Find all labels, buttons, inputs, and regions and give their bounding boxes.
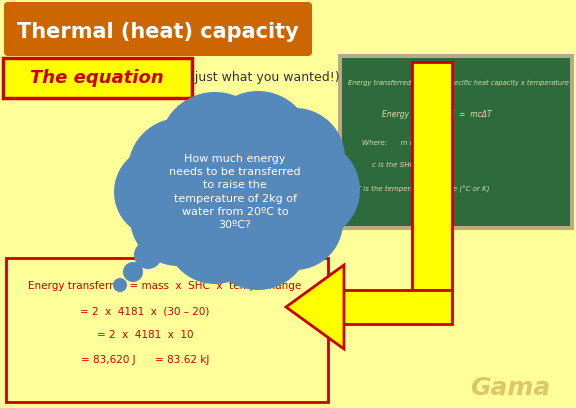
Circle shape [114, 146, 206, 238]
Text: How much energy
needs to be transferred
to raise the
temperature of 2kg of
water: How much energy needs to be transferred … [169, 154, 301, 230]
Circle shape [128, 118, 232, 222]
Text: Energy transferred = mass x specific heat capacity x temperature: Energy transferred = mass x specific hea… [348, 80, 569, 86]
Circle shape [204, 91, 312, 199]
FancyBboxPatch shape [3, 58, 192, 98]
Text: Energy transferred  =  mcΔT: Energy transferred = mcΔT [382, 110, 492, 119]
FancyBboxPatch shape [6, 258, 328, 402]
Circle shape [159, 92, 271, 204]
Text: The equation: The equation [30, 69, 164, 87]
FancyBboxPatch shape [342, 58, 570, 226]
Text: c is the SHC (J/(kg°C)): c is the SHC (J/(kg°C)) [372, 162, 449, 169]
FancyBboxPatch shape [338, 54, 574, 230]
Polygon shape [286, 265, 344, 349]
Bar [330, 290, 452, 324]
Text: Where:      m is in kg,: Where: m is in kg, [362, 140, 437, 146]
Text: Gama: Gama [470, 376, 550, 400]
Circle shape [113, 278, 127, 292]
Text: = 2  x  4181  x  (30 – 20): = 2 x 4181 x (30 – 20) [80, 306, 210, 316]
Circle shape [260, 140, 360, 240]
Text: ΔT is the temperature change (°C or K): ΔT is the temperature change (°C or K) [352, 186, 490, 193]
Circle shape [134, 241, 162, 269]
Text: = 2  x  4181  x  10: = 2 x 4181 x 10 [97, 330, 194, 340]
Circle shape [165, 184, 265, 284]
Circle shape [245, 108, 345, 208]
Text: Thermal (heat) capacity: Thermal (heat) capacity [17, 22, 299, 42]
Circle shape [123, 262, 143, 282]
Text: = 83,620 J      = 83.62 kJ: = 83,620 J = 83.62 kJ [81, 355, 209, 365]
Bar [412, 62, 452, 290]
Text: Energy transferred = mass  x  SHC  x  temp. change: Energy transferred = mass x SHC x temp. … [28, 281, 302, 291]
Circle shape [206, 186, 310, 290]
Circle shape [247, 174, 343, 270]
Circle shape [130, 170, 226, 266]
FancyBboxPatch shape [4, 2, 312, 56]
Text: (just what you wanted!): (just what you wanted!) [190, 71, 340, 84]
